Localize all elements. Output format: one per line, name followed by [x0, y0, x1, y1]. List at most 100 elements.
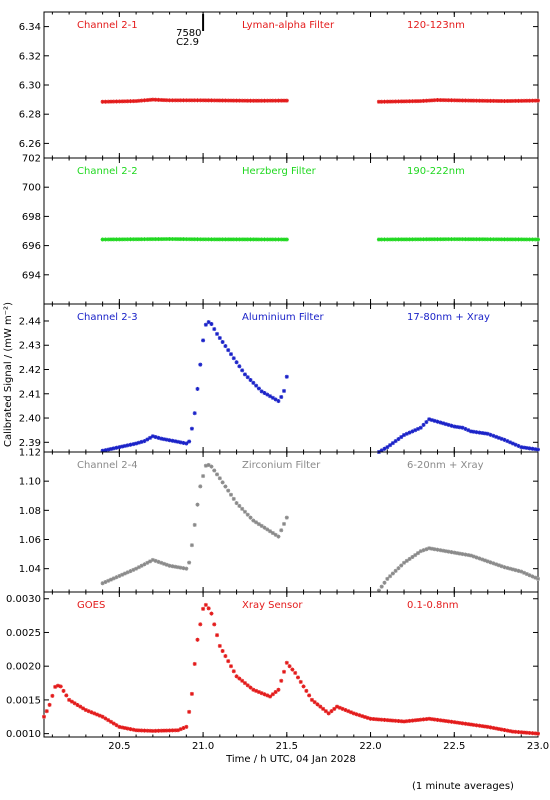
data-point [223, 484, 228, 489]
data-point [463, 552, 468, 557]
panel-label: Channel 2-1 [77, 20, 138, 31]
y-axis-title: Calibrated Signal / (mW m⁻²) [3, 302, 14, 447]
data-point [424, 420, 429, 425]
y-tick-label: 6.26 [19, 139, 41, 150]
data-point [284, 98, 289, 103]
data-point [248, 685, 253, 690]
data-point [329, 709, 334, 714]
y-tick-label: 6.30 [19, 81, 41, 92]
data-point [206, 462, 211, 467]
data-point [284, 660, 289, 665]
data-point [173, 728, 178, 733]
data-point [393, 568, 398, 573]
data-point [399, 563, 404, 568]
data-point [189, 426, 194, 431]
data-point [279, 678, 284, 683]
data-point [242, 372, 247, 377]
data-point [254, 520, 259, 525]
data-point [455, 720, 460, 725]
panel-label: 190-222nm [407, 166, 465, 177]
y-tick-label: 700 [22, 183, 41, 194]
data-point [245, 512, 250, 517]
data-point [217, 476, 222, 481]
data-point [402, 719, 407, 724]
data-point [508, 566, 513, 571]
data-point [103, 716, 108, 721]
data-point [215, 237, 220, 242]
y-tick-label: 2.39 [19, 438, 41, 449]
x-tick-label: 20.5 [108, 741, 130, 752]
data-point [69, 699, 74, 704]
data-point [209, 464, 214, 469]
data-point [268, 529, 273, 534]
data-point [248, 237, 253, 242]
flare-id-label: 7580 [176, 28, 201, 39]
data-point [407, 237, 412, 242]
data-point [399, 435, 404, 440]
data-point [516, 98, 521, 103]
data-point [187, 237, 192, 242]
data-point [390, 441, 395, 446]
averaging-note: (1 minute averages) [412, 781, 514, 792]
data-point [276, 534, 281, 539]
data-point [164, 728, 169, 733]
data-point [50, 693, 55, 698]
y-tick-label: 6.28 [19, 110, 41, 121]
y-tick-label: 0.0010 [6, 729, 41, 740]
data-point [282, 521, 287, 526]
data-point [393, 439, 398, 444]
data-point [326, 711, 331, 716]
data-point [480, 237, 485, 242]
data-point [265, 392, 270, 397]
data-point [382, 580, 387, 585]
data-point [44, 709, 49, 714]
data-point [371, 717, 376, 722]
data-point [206, 237, 211, 242]
data-point [385, 576, 390, 581]
data-point [446, 549, 451, 554]
data-point [42, 714, 46, 719]
data-point [167, 98, 172, 103]
data-point [153, 237, 158, 242]
data-point [148, 728, 153, 733]
data-point [441, 98, 446, 103]
data-point [379, 584, 384, 589]
data-point [396, 99, 401, 104]
data-point [111, 721, 116, 726]
data-point [524, 98, 529, 103]
panel-label: Xray Sensor [242, 600, 303, 611]
data-point [215, 472, 220, 477]
data-point [438, 237, 443, 242]
data-point [206, 606, 211, 611]
data-point [284, 515, 289, 520]
data-point [114, 99, 119, 104]
data-point [187, 560, 192, 565]
data-point [466, 237, 471, 242]
data-point [234, 674, 239, 679]
data-point [304, 688, 309, 693]
x-tick-label: 22.5 [443, 741, 465, 752]
panel-label: Aluminium Filter [242, 312, 325, 323]
data-point [522, 98, 527, 103]
data-point [209, 98, 214, 103]
y-tick-label: 2.44 [19, 316, 41, 327]
data-point [167, 563, 172, 568]
data-point [184, 566, 189, 571]
data-point [212, 622, 217, 627]
panel-label: Channel 2-4 [77, 460, 138, 471]
y-tick-label: 1.08 [19, 506, 41, 517]
y-tick-label: 0.0025 [6, 628, 41, 639]
data-point [251, 518, 256, 523]
data-point [203, 602, 208, 607]
data-point [228, 664, 233, 669]
data-point [287, 664, 292, 669]
data-point [226, 488, 231, 493]
data-point [178, 98, 183, 103]
data-point [446, 98, 451, 103]
data-point [262, 390, 267, 395]
data-point [228, 492, 233, 497]
data-point [268, 394, 273, 399]
data-point [47, 702, 52, 707]
data-point [201, 338, 206, 343]
